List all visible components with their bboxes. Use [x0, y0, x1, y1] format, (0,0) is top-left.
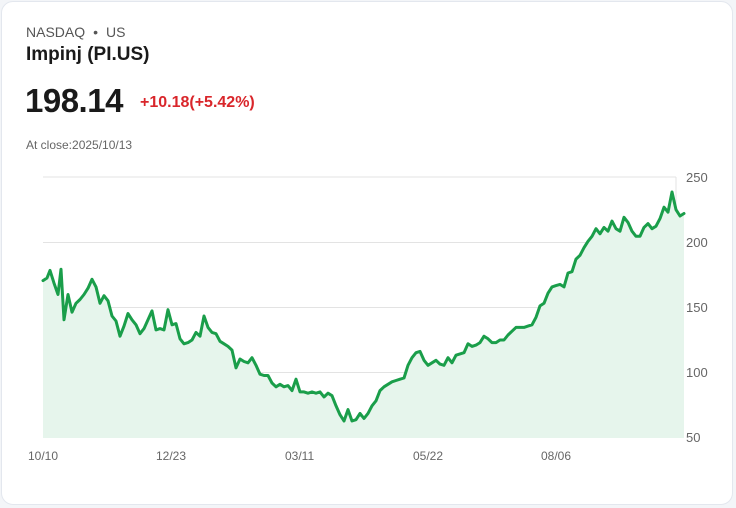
- price-area-fill: [43, 192, 684, 438]
- y-tick-50: 50: [686, 430, 700, 445]
- x-axis: 10/10 12/23 03/11 05/22 08/06: [28, 449, 571, 463]
- y-tick-250: 250: [686, 170, 708, 185]
- x-tick-1223: 12/23: [156, 449, 186, 463]
- stock-title: Impinj (PI.US): [26, 44, 150, 65]
- exchange-label: NASDAQ • US: [26, 24, 125, 40]
- region: US: [106, 24, 126, 40]
- stock-price: 198.14: [25, 82, 123, 119]
- close-timestamp: At close:2025/10/13: [26, 138, 133, 152]
- x-tick-0522: 05/22: [413, 449, 443, 463]
- x-tick-0806: 08/06: [541, 449, 571, 463]
- exchange-name: NASDAQ: [26, 24, 86, 40]
- separator-dot: •: [93, 24, 99, 40]
- price-line: [41, 190, 686, 423]
- x-tick-1010: 10/10: [28, 449, 58, 463]
- x-tick-0311: 03/11: [285, 449, 314, 463]
- y-axis: 250 200 150 100 50: [686, 170, 708, 445]
- price-change: +10.18(+5.42%): [140, 94, 255, 111]
- y-tick-200: 200: [686, 235, 708, 250]
- y-tick-100: 100: [686, 365, 708, 380]
- y-tick-150: 150: [686, 300, 708, 315]
